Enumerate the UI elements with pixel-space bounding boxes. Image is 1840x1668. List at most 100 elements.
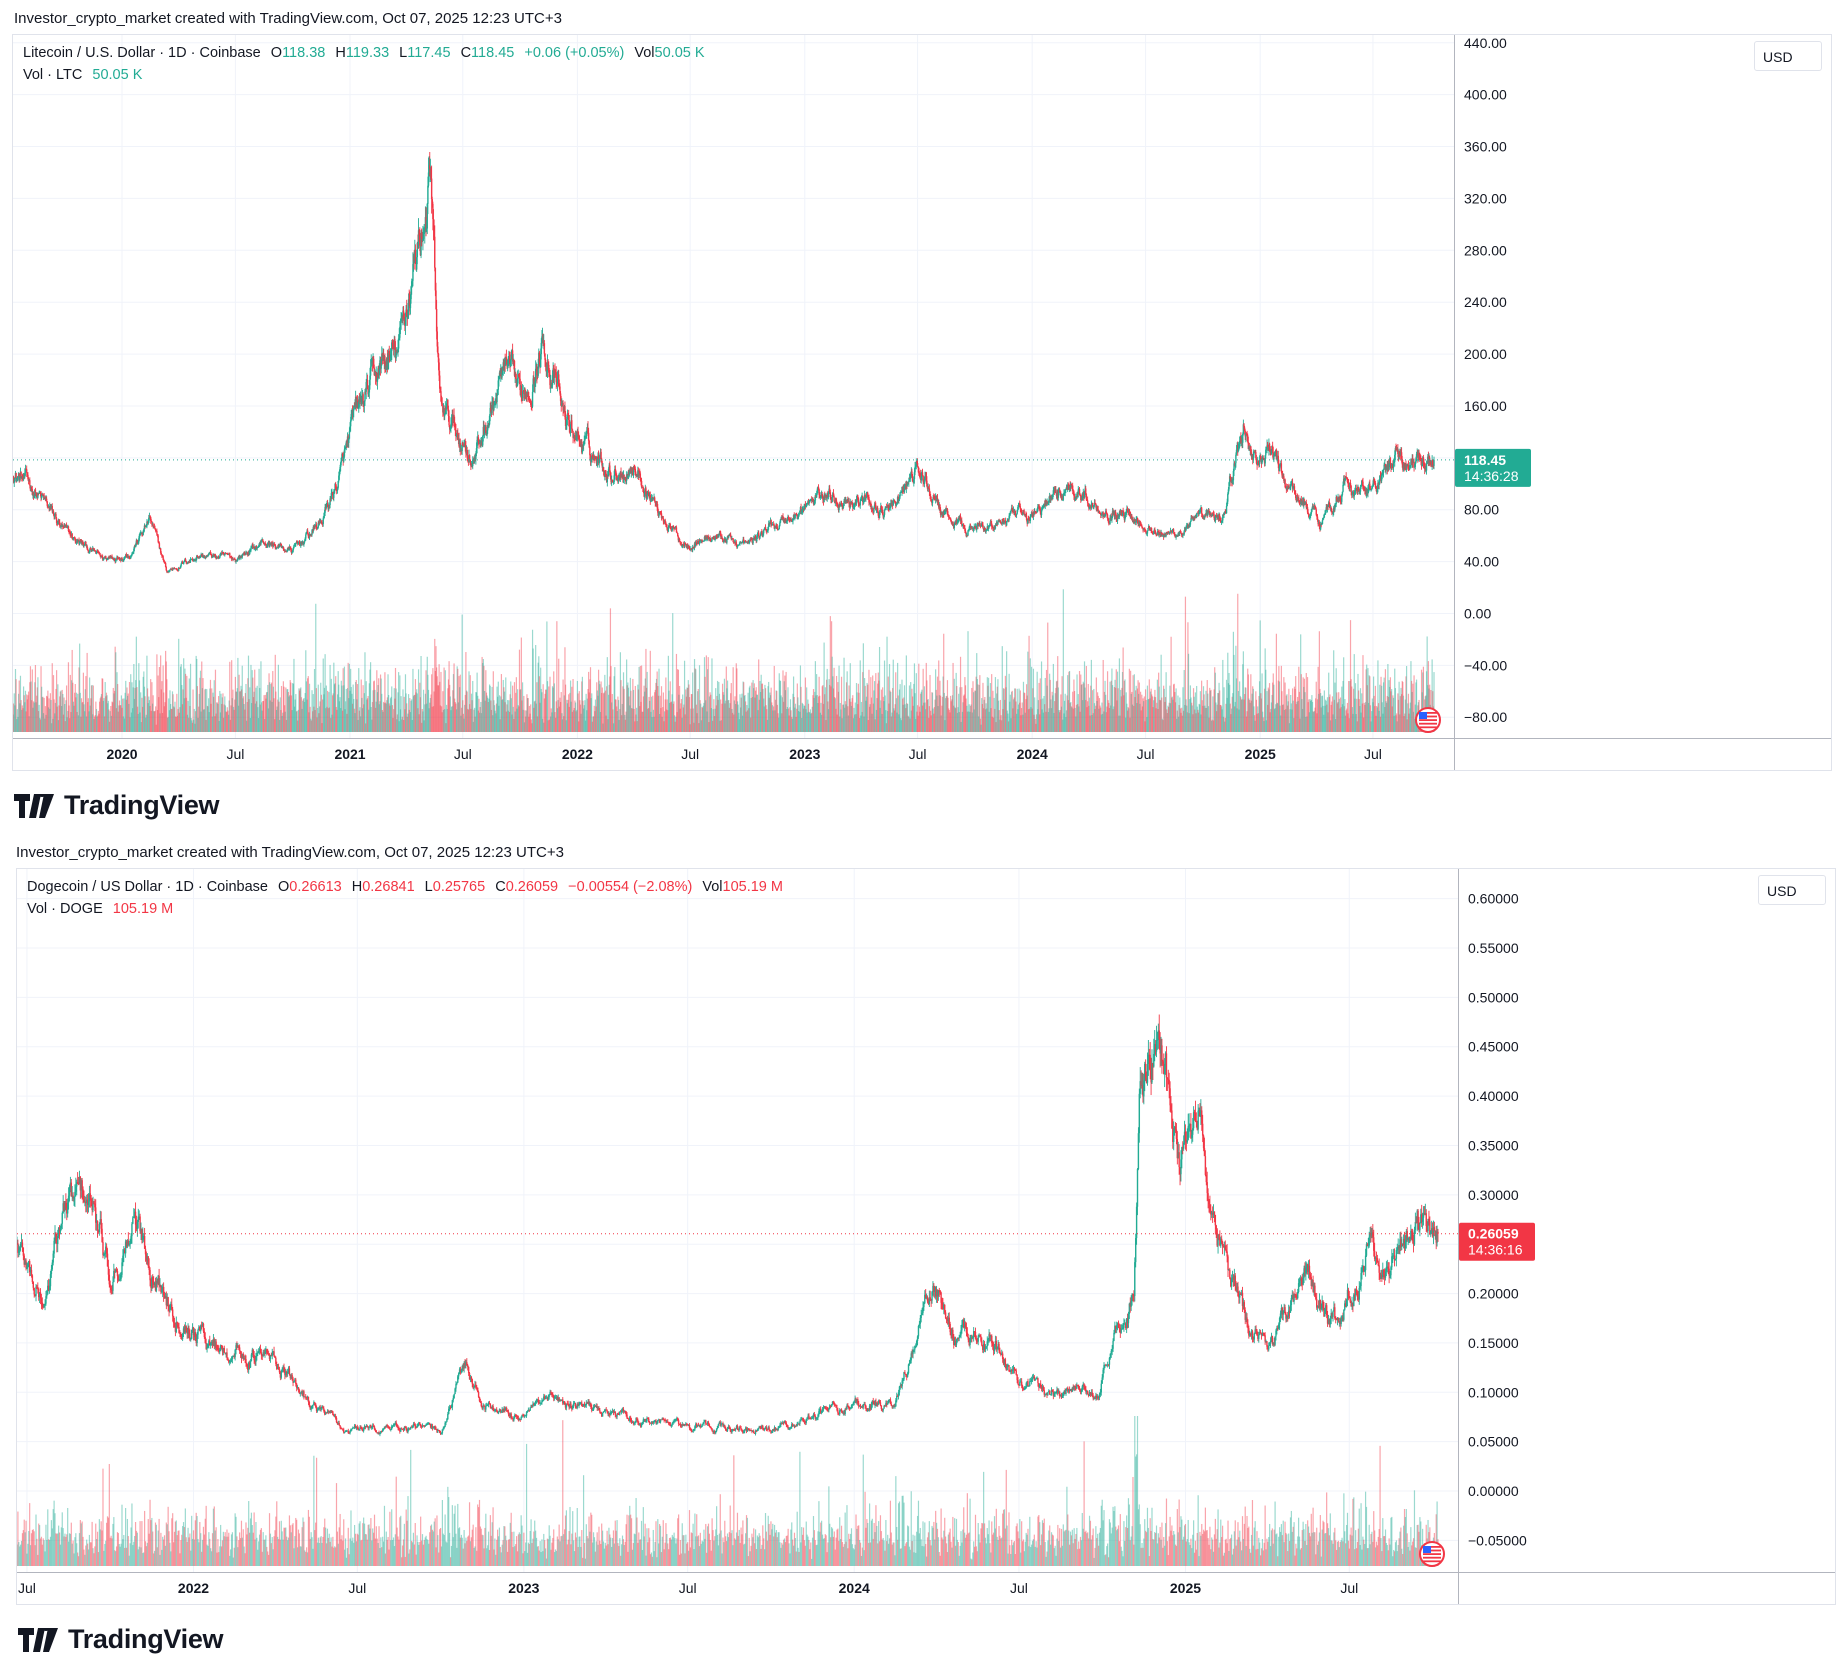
volume-bar bbox=[731, 712, 734, 732]
candle-body bbox=[534, 368, 537, 382]
volume-bar bbox=[1346, 708, 1348, 732]
volume-bar bbox=[313, 669, 316, 732]
volume-bar bbox=[244, 709, 246, 732]
volume-bar bbox=[842, 704, 844, 732]
volume-bar bbox=[1083, 683, 1085, 732]
volume-bar bbox=[329, 664, 331, 732]
volume-bar bbox=[334, 683, 336, 732]
volume-bar bbox=[367, 695, 369, 732]
volume-bar bbox=[1070, 702, 1072, 732]
volume-bar bbox=[780, 695, 782, 732]
volume-bar bbox=[1322, 705, 1324, 732]
volume-bar bbox=[128, 682, 131, 732]
volume-bar bbox=[221, 697, 223, 732]
volume-bar bbox=[1074, 707, 1076, 732]
volume-bar bbox=[1023, 692, 1025, 732]
candle-body bbox=[183, 561, 186, 562]
volume-bar bbox=[483, 665, 485, 732]
volume-bar bbox=[1361, 703, 1363, 732]
volume-bar bbox=[1332, 714, 1334, 732]
candle-body bbox=[337, 480, 339, 488]
volume-bar bbox=[1363, 717, 1365, 732]
volume-bar bbox=[733, 700, 736, 732]
volume-bar bbox=[595, 706, 597, 732]
candle-body bbox=[767, 523, 770, 528]
volume-bar bbox=[632, 678, 634, 732]
volume-bar bbox=[1239, 681, 1241, 732]
candle-body bbox=[106, 558, 109, 559]
volume-bar bbox=[153, 711, 155, 732]
volume-bar bbox=[586, 698, 588, 732]
price-chart-litecoin[interactable]: 440.00400.00360.00320.00280.00240.00200.… bbox=[13, 35, 1831, 770]
volume-bar bbox=[389, 705, 391, 732]
candle-body bbox=[43, 495, 45, 500]
volume-bar bbox=[472, 680, 474, 732]
candle-body bbox=[462, 445, 465, 447]
volume-bar bbox=[675, 716, 677, 732]
volume-bar bbox=[813, 697, 815, 732]
volume-bar bbox=[751, 682, 753, 732]
candle-body bbox=[179, 567, 181, 569]
volume-bar bbox=[547, 720, 549, 732]
volume-bar bbox=[503, 687, 505, 732]
volume-bar bbox=[271, 701, 273, 732]
volume-bar bbox=[550, 708, 552, 732]
volume-bar bbox=[314, 710, 316, 732]
candle-body bbox=[601, 459, 603, 463]
volume-bar bbox=[16, 719, 18, 732]
candle-body bbox=[17, 476, 19, 478]
volume-bar bbox=[118, 705, 120, 732]
volume-bar bbox=[939, 680, 941, 732]
volume-bar bbox=[422, 689, 425, 732]
volume-bar bbox=[249, 687, 251, 732]
volume-bar bbox=[48, 698, 50, 732]
candle-body bbox=[353, 405, 355, 411]
volume-bar bbox=[319, 701, 321, 732]
volume-bar bbox=[544, 693, 546, 732]
volume-bar bbox=[894, 704, 896, 732]
volume-bar bbox=[265, 692, 268, 732]
volume-bar bbox=[1267, 687, 1269, 732]
candle-body bbox=[450, 423, 452, 428]
volume-bar bbox=[1378, 710, 1380, 732]
volume-bar bbox=[751, 696, 754, 732]
volume-bar bbox=[1070, 706, 1073, 732]
volume-bar bbox=[1154, 689, 1156, 732]
volume-bar bbox=[918, 706, 921, 732]
volume-bar bbox=[666, 699, 668, 732]
candle-body bbox=[453, 423, 456, 428]
volume-bar bbox=[791, 716, 793, 732]
volume-bar bbox=[569, 680, 572, 732]
volume-bar bbox=[898, 714, 900, 732]
volume-bar bbox=[516, 708, 518, 732]
candle-body bbox=[546, 362, 549, 371]
volume-bar bbox=[643, 685, 645, 732]
volume-bar bbox=[333, 662, 335, 732]
volume-bar bbox=[247, 678, 249, 732]
volume-bar bbox=[1146, 717, 1148, 732]
volume-bar bbox=[351, 703, 354, 732]
candle-body bbox=[808, 501, 810, 504]
volume-bar bbox=[1115, 669, 1117, 732]
candle-body bbox=[677, 532, 679, 537]
volume-bar bbox=[1095, 705, 1097, 732]
volume-bar bbox=[757, 710, 759, 732]
candle-body bbox=[264, 543, 267, 545]
volume-bar bbox=[1306, 716, 1308, 732]
volume-bar bbox=[553, 671, 555, 732]
volume-bar bbox=[372, 690, 374, 732]
candle-body bbox=[549, 374, 551, 386]
candle-body bbox=[117, 558, 119, 560]
volume-bar bbox=[1422, 666, 1425, 732]
volume-bar bbox=[1116, 671, 1119, 732]
candle-body bbox=[214, 554, 217, 558]
volume-bar bbox=[1049, 673, 1051, 732]
volume-bar bbox=[1078, 670, 1081, 732]
volume-bar bbox=[1351, 686, 1353, 732]
volume-bar bbox=[1265, 669, 1267, 732]
candle-body bbox=[551, 385, 553, 388]
candle-body bbox=[838, 504, 840, 511]
candle-body bbox=[554, 371, 557, 373]
volume-bar bbox=[883, 660, 886, 732]
volume-bar bbox=[1387, 696, 1390, 732]
